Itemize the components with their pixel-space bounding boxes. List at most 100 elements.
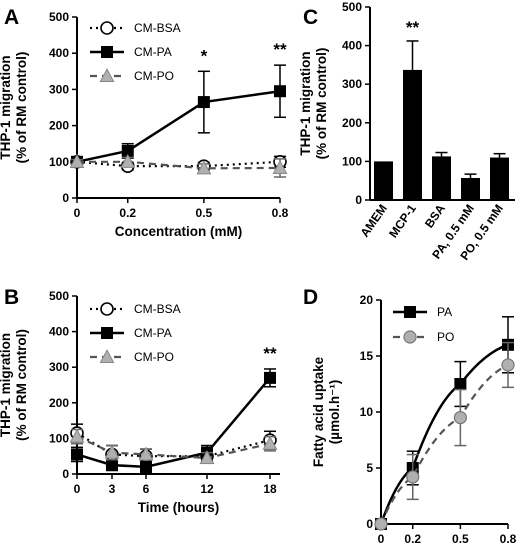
data-point bbox=[140, 460, 152, 473]
data-point bbox=[274, 85, 286, 98]
x-tick-label: 0 bbox=[74, 482, 81, 496]
data-point bbox=[100, 302, 114, 316]
y-tick-label: 0 bbox=[62, 191, 69, 205]
data-point bbox=[454, 378, 467, 390]
legend-label: CM-BSA bbox=[134, 21, 181, 35]
series-cm-po bbox=[69, 428, 278, 465]
data-point bbox=[99, 68, 115, 83]
y-tick-label: 500 bbox=[342, 0, 362, 14]
y-tick-label: 300 bbox=[49, 82, 69, 96]
y-tick-label: 400 bbox=[49, 46, 69, 60]
data-point bbox=[196, 160, 212, 175]
significance-marker: ** bbox=[273, 40, 287, 59]
legend-label: CM-PA bbox=[134, 326, 172, 340]
data-point bbox=[199, 450, 215, 464]
bar bbox=[374, 161, 393, 200]
y-tick-label: 500 bbox=[49, 10, 69, 24]
y-tick-label: 400 bbox=[342, 39, 362, 53]
significance-marker: ** bbox=[406, 18, 420, 37]
series-line bbox=[76, 432, 271, 458]
y-axis-label: THP-1 migration bbox=[0, 55, 13, 159]
bar bbox=[461, 177, 480, 200]
y-tick-label: 400 bbox=[49, 325, 69, 339]
x-tick-label: 12 bbox=[200, 482, 214, 496]
x-tick-label: 6 bbox=[143, 482, 150, 496]
series-cm-bsa bbox=[70, 423, 277, 465]
series-cm-pa bbox=[71, 368, 276, 473]
data-point bbox=[101, 327, 113, 339]
data-point bbox=[121, 144, 134, 157]
y-tick-label: 200 bbox=[342, 116, 362, 130]
data-point bbox=[374, 517, 388, 531]
y-tick-label: 10 bbox=[360, 405, 374, 419]
data-point bbox=[272, 159, 288, 174]
y-tick-label: 200 bbox=[49, 396, 69, 410]
panel-b: B 0 100 200 300 400 500 0 3 6 12 18 Time (hours) THP-… bbox=[0, 286, 280, 515]
data-point bbox=[100, 21, 114, 35]
data-point bbox=[406, 470, 420, 484]
panel-c: C 0 100 200 300 400 500 THP-1 migration (% of RM… bbox=[298, 0, 515, 263]
series-pa bbox=[375, 316, 514, 530]
y-tick-label: 20 bbox=[360, 293, 374, 307]
panel-a: A 0 100 200 300 400 500 0 0.2 0.5 0.8 Concentration… bbox=[0, 6, 289, 239]
legend: PA PO bbox=[393, 305, 454, 344]
data-point bbox=[264, 371, 276, 384]
data-point bbox=[106, 459, 118, 472]
bar bbox=[432, 156, 451, 200]
series-line bbox=[76, 89, 281, 164]
x-tick-label: 0 bbox=[74, 206, 81, 220]
legend-label: CM-PA bbox=[134, 45, 172, 59]
x-axis-label: Time (hours) bbox=[138, 500, 220, 515]
x-tick-label: 0.8 bbox=[500, 532, 517, 546]
series-line bbox=[379, 363, 509, 525]
y-tick-label: 100 bbox=[49, 431, 69, 445]
series-line bbox=[77, 160, 281, 170]
x-tick-label: 3 bbox=[109, 482, 116, 496]
x-tick-label: 18 bbox=[263, 482, 277, 496]
panel-letter: A bbox=[4, 6, 19, 29]
legend-label: CM-BSA bbox=[134, 302, 181, 316]
y-tick-label: 100 bbox=[49, 155, 69, 169]
y-tick-label: 200 bbox=[49, 119, 69, 133]
panel-letter: D bbox=[303, 286, 318, 309]
y-axis-label: Fatty acid uptake bbox=[311, 356, 326, 467]
y-axis-label: (% of RM control) bbox=[14, 329, 29, 441]
data-point bbox=[262, 435, 278, 450]
y-tick-label: 0 bbox=[366, 517, 373, 531]
legend-label: CM-PO bbox=[134, 69, 174, 83]
y-tick-label: 15 bbox=[360, 349, 374, 363]
panel-letter: B bbox=[4, 286, 19, 309]
series-line bbox=[379, 343, 509, 525]
category-label: AMEM bbox=[357, 202, 390, 240]
series-po bbox=[374, 341, 515, 531]
y-tick-label: 300 bbox=[49, 360, 69, 374]
x-tick-label: 0.8 bbox=[272, 206, 289, 220]
legend-label: PO bbox=[437, 330, 454, 344]
category-label: BSA bbox=[422, 201, 448, 230]
y-axis-label: THP-1 migration bbox=[0, 333, 13, 437]
data-point bbox=[104, 444, 120, 459]
panel-letter: C bbox=[303, 6, 318, 29]
legend-label: PA bbox=[437, 305, 452, 319]
data-point bbox=[197, 96, 210, 109]
data-point bbox=[404, 306, 416, 318]
x-tick-label: 0 bbox=[378, 532, 385, 546]
significance-marker: * bbox=[201, 46, 208, 65]
y-tick-label: 100 bbox=[342, 154, 362, 168]
significance-marker: ** bbox=[263, 344, 277, 363]
data-point bbox=[69, 428, 85, 443]
category-label: MCP-1 bbox=[386, 201, 419, 240]
y-tick-label: 0 bbox=[62, 467, 69, 481]
legend: CM-BSA CM-PA CM-PO bbox=[90, 302, 181, 364]
data-point bbox=[501, 358, 515, 372]
x-tick-label: 0.5 bbox=[196, 206, 213, 220]
data-point bbox=[120, 153, 136, 168]
x-tick-label: 0.5 bbox=[452, 532, 469, 546]
y-axis-label: (% of RM control) bbox=[14, 52, 29, 164]
legend: CM-BSA CM-PA CM-PO bbox=[90, 21, 181, 83]
bar bbox=[490, 157, 509, 200]
y-tick-label: 300 bbox=[342, 77, 362, 91]
bar bbox=[403, 69, 422, 200]
data-point bbox=[69, 153, 85, 168]
